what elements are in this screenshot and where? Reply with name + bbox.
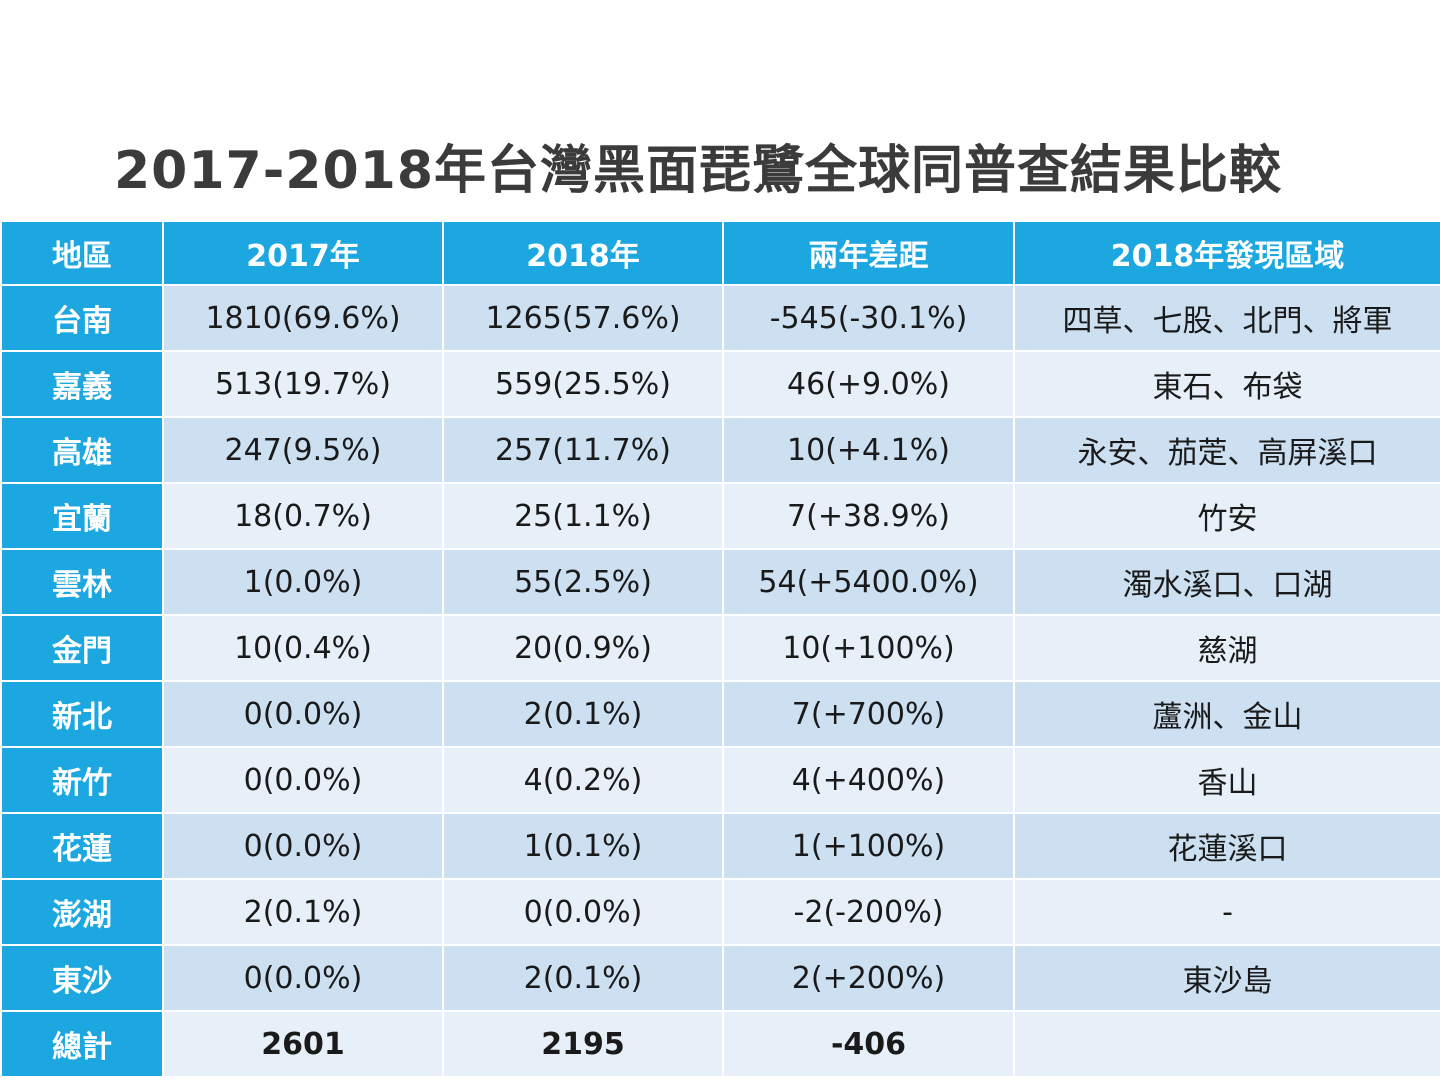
difference-cell: 7(+38.9%) [722, 482, 1015, 550]
count-2017-cell: 0(0.0%) [162, 944, 444, 1012]
difference-cell: 4(+400%) [722, 746, 1015, 814]
difference-cell: 46(+9.0%) [722, 350, 1015, 418]
count-2017-cell: 1(0.0%) [162, 548, 444, 616]
table-row: 花蓮 0(0.0%) 1(0.1%) 1(+100%) 花蓮溪口 [0, 812, 1440, 880]
count-2018-cell: 559(25.5%) [442, 350, 724, 418]
total-row: 總計 2601 2195 -406 [0, 1010, 1440, 1078]
region-cell: 花蓮 [0, 812, 164, 880]
header-region: 地區 [0, 220, 164, 286]
difference-cell: -2(-200%) [722, 878, 1015, 946]
area-cell: 花蓮溪口 [1013, 812, 1440, 880]
region-cell: 雲林 [0, 548, 164, 616]
count-2018-cell: 20(0.9%) [442, 614, 724, 682]
census-table: 地區 2017年 2018年 兩年差距 2018年發現區域 台南 1810(69… [0, 220, 1440, 1078]
count-2017-cell: 513(19.7%) [162, 350, 444, 418]
count-2018-cell: 1265(57.6%) [442, 284, 724, 352]
header-2018-area: 2018年發現區域 [1013, 220, 1440, 286]
count-2017-cell: 0(0.0%) [162, 746, 444, 814]
count-2018-cell: 25(1.1%) [442, 482, 724, 550]
difference-cell: 7(+700%) [722, 680, 1015, 748]
difference-cell: 1(+100%) [722, 812, 1015, 880]
table-row: 嘉義 513(19.7%) 559(25.5%) 46(+9.0%) 東石、布袋 [0, 350, 1440, 418]
region-cell: 台南 [0, 284, 164, 352]
count-2018-cell: 2(0.1%) [442, 680, 724, 748]
area-cell: 東石、布袋 [1013, 350, 1440, 418]
table-row: 宜蘭 18(0.7%) 25(1.1%) 7(+38.9%) 竹安 [0, 482, 1440, 550]
region-cell: 澎湖 [0, 878, 164, 946]
count-2018-cell: 2(0.1%) [442, 944, 724, 1012]
header-2017: 2017年 [162, 220, 444, 286]
total-2017-cell: 2601 [162, 1010, 444, 1078]
total-2018-cell: 2195 [442, 1010, 724, 1078]
region-cell: 東沙 [0, 944, 164, 1012]
table-row: 雲林 1(0.0%) 55(2.5%) 54(+5400.0%) 濁水溪口、口湖 [0, 548, 1440, 616]
area-cell: 永安、茄萣、高屏溪口 [1013, 416, 1440, 484]
table-body: 台南 1810(69.6%) 1265(57.6%) -545(-30.1%) … [0, 284, 1440, 1078]
difference-cell: 10(+100%) [722, 614, 1015, 682]
area-cell: 四草、七股、北門、將軍 [1013, 284, 1440, 352]
table-row: 台南 1810(69.6%) 1265(57.6%) -545(-30.1%) … [0, 284, 1440, 352]
region-cell: 宜蘭 [0, 482, 164, 550]
area-cell: 慈湖 [1013, 614, 1440, 682]
area-cell: 濁水溪口、口湖 [1013, 548, 1440, 616]
header-2018: 2018年 [442, 220, 724, 286]
area-cell: 東沙島 [1013, 944, 1440, 1012]
area-cell: 香山 [1013, 746, 1440, 814]
area-cell: 蘆洲、金山 [1013, 680, 1440, 748]
count-2017-cell: 0(0.0%) [162, 812, 444, 880]
count-2017-cell: 1810(69.6%) [162, 284, 444, 352]
region-cell: 高雄 [0, 416, 164, 484]
total-label-cell: 總計 [0, 1010, 164, 1078]
difference-cell: 2(+200%) [722, 944, 1015, 1012]
area-cell: - [1013, 878, 1440, 946]
total-difference-cell: -406 [722, 1010, 1015, 1078]
count-2018-cell: 4(0.2%) [442, 746, 724, 814]
table-row: 新竹 0(0.0%) 4(0.2%) 4(+400%) 香山 [0, 746, 1440, 814]
header-row: 地區 2017年 2018年 兩年差距 2018年發現區域 [0, 220, 1440, 286]
region-cell: 新竹 [0, 746, 164, 814]
count-2017-cell: 10(0.4%) [162, 614, 444, 682]
table-row: 澎湖 2(0.1%) 0(0.0%) -2(-200%) - [0, 878, 1440, 946]
count-2018-cell: 0(0.0%) [442, 878, 724, 946]
region-cell: 新北 [0, 680, 164, 748]
count-2017-cell: 0(0.0%) [162, 680, 444, 748]
count-2018-cell: 55(2.5%) [442, 548, 724, 616]
count-2018-cell: 1(0.1%) [442, 812, 724, 880]
count-2017-cell: 2(0.1%) [162, 878, 444, 946]
page-title: 2017-2018年台灣黑面琵鷺全球同普查結果比較 [113, 141, 1283, 201]
total-area-cell [1013, 1010, 1440, 1078]
header-difference: 兩年差距 [722, 220, 1015, 286]
difference-cell: 10(+4.1%) [722, 416, 1015, 484]
region-cell: 嘉義 [0, 350, 164, 418]
difference-cell: -545(-30.1%) [722, 284, 1015, 352]
count-2018-cell: 257(11.7%) [442, 416, 724, 484]
difference-cell: 54(+5400.0%) [722, 548, 1015, 616]
count-2017-cell: 247(9.5%) [162, 416, 444, 484]
table-row: 金門 10(0.4%) 20(0.9%) 10(+100%) 慈湖 [0, 614, 1440, 682]
table-row: 新北 0(0.0%) 2(0.1%) 7(+700%) 蘆洲、金山 [0, 680, 1440, 748]
table-row: 高雄 247(9.5%) 257(11.7%) 10(+4.1%) 永安、茄萣、… [0, 416, 1440, 484]
region-cell: 金門 [0, 614, 164, 682]
area-cell: 竹安 [1013, 482, 1440, 550]
table-row: 東沙 0(0.0%) 2(0.1%) 2(+200%) 東沙島 [0, 944, 1440, 1012]
count-2017-cell: 18(0.7%) [162, 482, 444, 550]
